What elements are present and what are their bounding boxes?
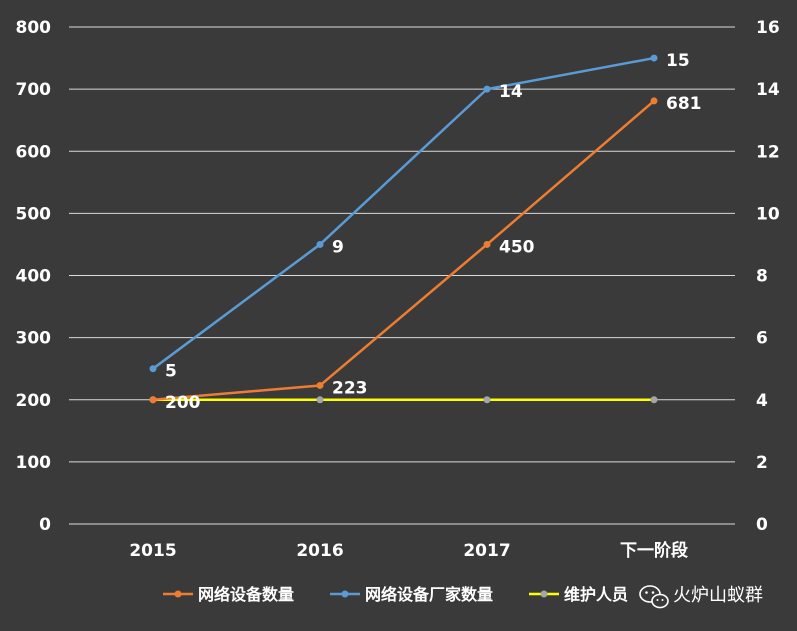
watermark: 火炉山蚁群 bbox=[639, 585, 763, 609]
left-tick-label: 0 bbox=[39, 515, 51, 535]
right-tick-label: 12 bbox=[756, 142, 780, 162]
series-line bbox=[152, 99, 655, 401]
right-tick-label: 8 bbox=[756, 267, 768, 287]
data-labels: 200 223 450 681 5 9 14 15 bbox=[165, 51, 702, 413]
left-tick-label: 300 bbox=[16, 329, 52, 349]
wechat-icon bbox=[639, 585, 669, 609]
legend-label: 维护人员 bbox=[564, 585, 628, 604]
x-tick-label: 2016 bbox=[296, 541, 343, 561]
data-point bbox=[316, 396, 324, 404]
left-tick-label: 800 bbox=[16, 18, 52, 38]
left-tick-label: 700 bbox=[16, 80, 52, 100]
gridlines bbox=[69, 26, 735, 525]
series-layer bbox=[149, 54, 658, 404]
legend: 网络设备数量 网络设备厂家数量 维护人员 bbox=[163, 585, 628, 604]
right-tick-label: 0 bbox=[756, 515, 768, 535]
data-point bbox=[149, 365, 157, 373]
right-tick-label: 10 bbox=[756, 204, 780, 224]
data-point bbox=[483, 85, 491, 93]
legend-label: 网络设备厂家数量 bbox=[365, 585, 493, 604]
watermark-text: 火炉山蚁群 bbox=[673, 585, 763, 606]
data-label: 200 bbox=[165, 393, 201, 413]
left-tick-label: 100 bbox=[16, 453, 52, 473]
data-label: 223 bbox=[332, 378, 368, 398]
x-tick-label: 2015 bbox=[129, 541, 176, 561]
left-tick-label: 600 bbox=[16, 142, 52, 162]
legend-label: 网络设备数量 bbox=[198, 585, 294, 604]
left-tick-label: 500 bbox=[16, 204, 52, 224]
data-point bbox=[650, 97, 658, 105]
legend-swatch-marker bbox=[174, 590, 182, 598]
data-label: 681 bbox=[666, 94, 702, 114]
series-line bbox=[152, 56, 655, 370]
legend-swatch-marker bbox=[341, 590, 349, 598]
left-tick-label: 200 bbox=[16, 391, 52, 411]
data-point bbox=[650, 54, 658, 62]
right-tick-label: 2 bbox=[756, 453, 768, 473]
right-tick-label: 4 bbox=[756, 391, 768, 411]
left-y-axis: 0 100 200 300 400 500 600 700 800 bbox=[16, 18, 52, 535]
right-tick-label: 14 bbox=[756, 80, 780, 100]
x-tick-label: 2017 bbox=[463, 541, 510, 561]
data-label: 5 bbox=[165, 362, 177, 382]
right-tick-label: 6 bbox=[756, 329, 768, 349]
x-tick-label: 下一阶段 bbox=[620, 540, 688, 561]
left-tick-label: 400 bbox=[16, 267, 52, 287]
data-label: 14 bbox=[499, 82, 523, 102]
right-y-axis: 0 2 4 6 8 10 12 14 16 bbox=[756, 18, 780, 535]
data-point bbox=[316, 240, 324, 248]
data-point bbox=[316, 381, 324, 389]
data-point bbox=[483, 396, 491, 404]
right-tick-label: 16 bbox=[756, 18, 780, 38]
legend-swatch-marker bbox=[540, 590, 548, 598]
data-label: 15 bbox=[666, 51, 690, 71]
data-point bbox=[149, 396, 157, 404]
data-label: 450 bbox=[499, 237, 535, 257]
data-point bbox=[650, 396, 658, 404]
data-point bbox=[483, 240, 491, 248]
x-axis: 2015 2016 2017 下一阶段 bbox=[129, 540, 688, 561]
data-label: 9 bbox=[332, 237, 344, 257]
